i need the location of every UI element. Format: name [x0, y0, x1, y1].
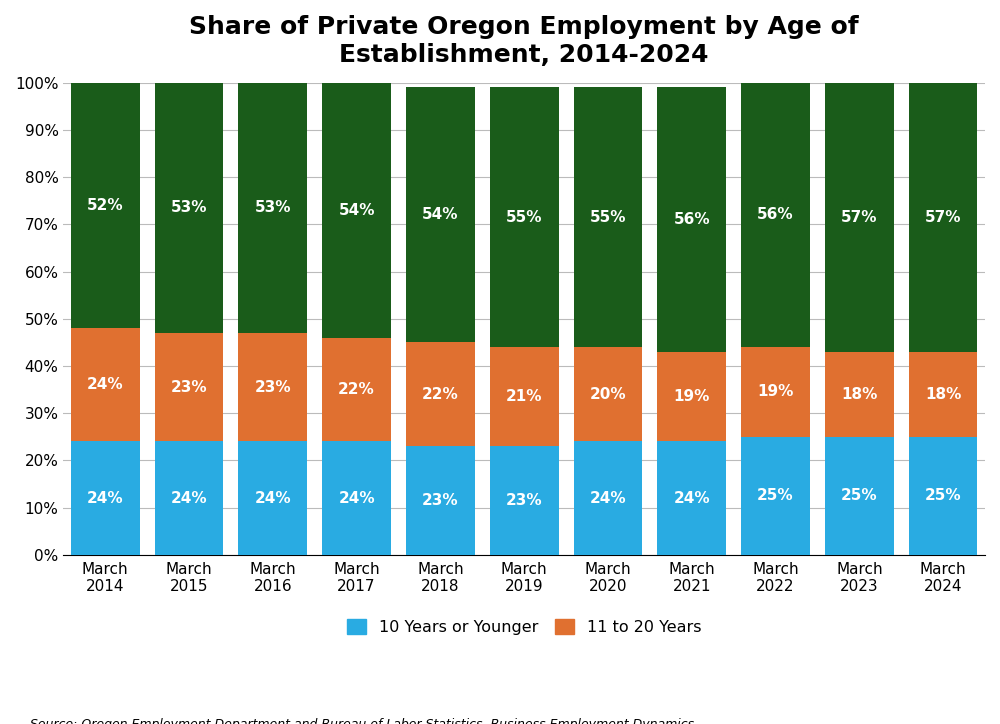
Text: 24%: 24% [338, 491, 375, 505]
Text: 55%: 55% [590, 210, 626, 224]
Text: 23%: 23% [506, 493, 542, 508]
Bar [490, 446, 559, 555]
Text: 21%: 21% [506, 389, 542, 404]
Bar [490, 347, 559, 446]
Bar [155, 442, 223, 555]
Bar [322, 337, 391, 442]
Title: Share of Private Oregon Employment by Age of
Establishment, 2014-2024: Share of Private Oregon Employment by Ag… [189, 15, 859, 67]
Bar [238, 333, 307, 442]
Bar [741, 347, 810, 437]
Text: 23%: 23% [422, 493, 459, 508]
Bar [909, 437, 977, 555]
Bar [238, 83, 307, 333]
Bar [657, 442, 726, 555]
Text: 24%: 24% [171, 491, 207, 505]
Text: 24%: 24% [87, 377, 124, 392]
Bar [406, 446, 475, 555]
Text: 53%: 53% [255, 201, 291, 215]
Bar [574, 442, 642, 555]
Text: 52%: 52% [87, 198, 124, 213]
Text: 25%: 25% [841, 488, 878, 503]
Text: 56%: 56% [757, 207, 794, 222]
Bar [71, 442, 140, 555]
Bar [490, 88, 559, 347]
Text: 18%: 18% [925, 387, 961, 402]
Text: 24%: 24% [673, 491, 710, 505]
Bar [406, 88, 475, 342]
Text: 53%: 53% [171, 201, 207, 215]
Text: 22%: 22% [338, 382, 375, 397]
Bar [657, 352, 726, 442]
Text: 25%: 25% [757, 488, 794, 503]
Bar [741, 437, 810, 555]
Text: 19%: 19% [757, 384, 794, 400]
Text: 24%: 24% [255, 491, 291, 505]
Text: 57%: 57% [841, 210, 878, 224]
Text: Source: Oregon Employment Department and Bureau of Labor Statistics, Business Em: Source: Oregon Employment Department and… [30, 718, 694, 724]
Bar [825, 83, 894, 352]
Text: 54%: 54% [338, 203, 375, 218]
Text: 20%: 20% [590, 387, 626, 402]
Text: 54%: 54% [422, 207, 459, 222]
Bar [574, 347, 642, 442]
Bar [406, 342, 475, 446]
Text: 19%: 19% [674, 389, 710, 404]
Text: 23%: 23% [171, 379, 207, 395]
Bar [71, 328, 140, 442]
Text: 24%: 24% [590, 491, 626, 505]
Text: 22%: 22% [422, 387, 459, 402]
Bar [71, 83, 140, 328]
Text: 23%: 23% [255, 379, 291, 395]
Bar [909, 352, 977, 437]
Bar [155, 333, 223, 442]
Legend: 10 Years or Younger, 11 to 20 Years: 10 Years or Younger, 11 to 20 Years [341, 613, 707, 641]
Bar [322, 442, 391, 555]
Bar [574, 88, 642, 347]
Bar [825, 437, 894, 555]
Text: 56%: 56% [673, 212, 710, 227]
Bar [909, 83, 977, 352]
Text: 18%: 18% [841, 387, 878, 402]
Text: 57%: 57% [925, 210, 961, 224]
Text: 24%: 24% [87, 491, 124, 505]
Bar [741, 83, 810, 347]
Bar [825, 352, 894, 437]
Bar [657, 88, 726, 352]
Bar [155, 83, 223, 333]
Bar [238, 442, 307, 555]
Text: 25%: 25% [925, 488, 961, 503]
Text: 55%: 55% [506, 210, 542, 224]
Bar [322, 83, 391, 337]
